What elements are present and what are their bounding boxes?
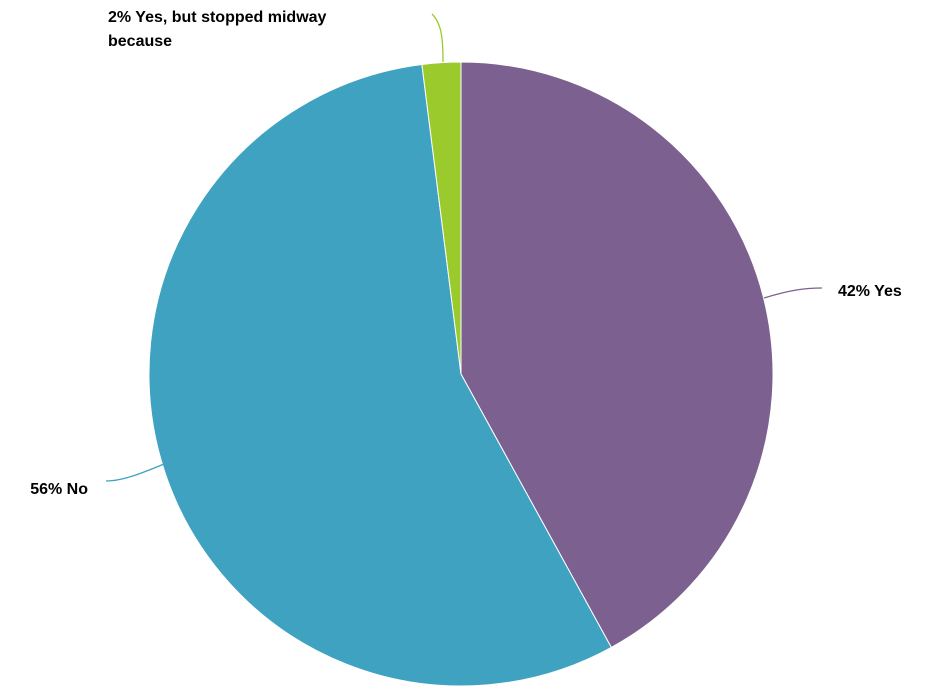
label-leader-lines [105,13,823,482]
leader-line-1 [105,463,165,482]
slice-label-2: 2% Yes, but stopped midway because [108,9,327,50]
pie-slice-0 [460,61,774,649]
pie-slice-1 [148,63,612,687]
pie-slice-2 [421,61,462,375]
slice-label-line: 2% Yes, but stopped midway [108,9,327,26]
slice-label-line: 56% No [30,481,88,498]
slice-label-0: 42% Yes [838,283,902,300]
slice-label-line: 42% Yes [838,283,902,300]
slice-label-1: 56% No [30,481,88,498]
slice-labels: 42% Yes 56% No 2% Yes, but stopped midway b… [30,9,902,498]
leader-line-2 [431,13,444,63]
pie-slices [148,61,774,687]
slice-label-line: because [108,33,172,50]
leader-line-0 [763,287,823,299]
